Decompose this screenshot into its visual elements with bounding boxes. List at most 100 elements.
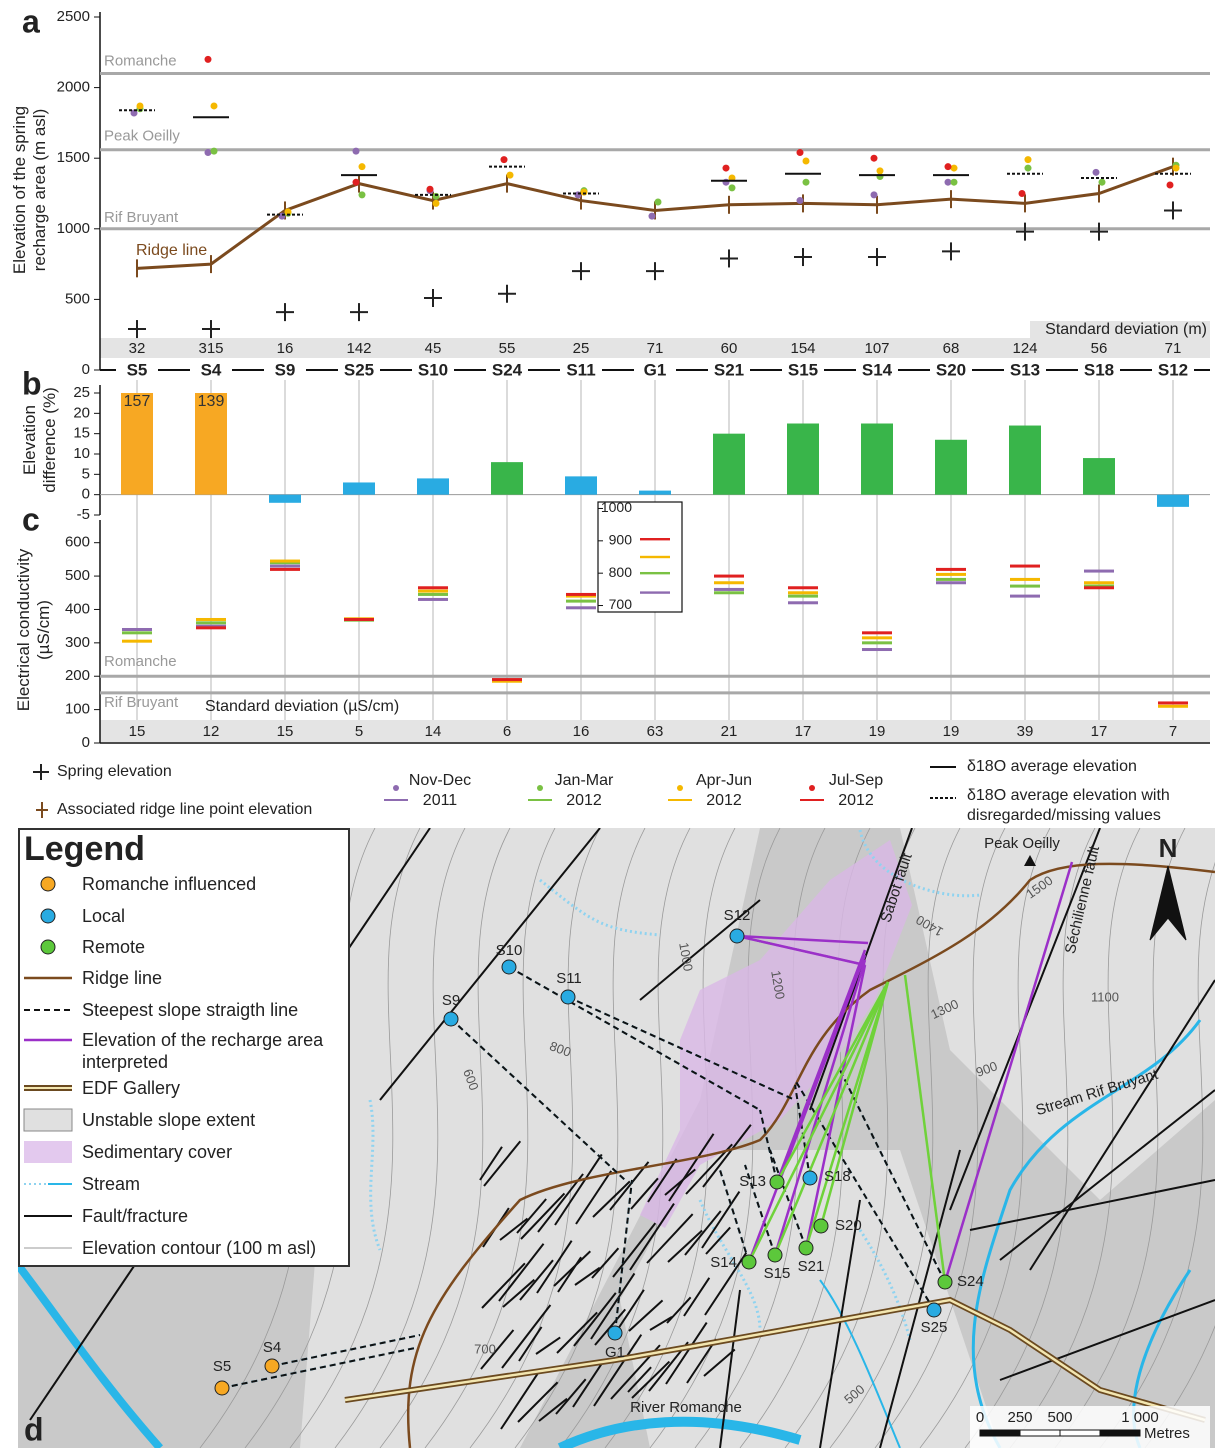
ec-dash: [1158, 701, 1188, 704]
spring: [265, 1359, 279, 1373]
bar: [1009, 426, 1041, 495]
spring: [502, 960, 516, 974]
ec-dash: [566, 593, 596, 596]
bar-label: 139: [198, 393, 225, 410]
bar: [565, 476, 597, 494]
spring-elevation: [498, 285, 516, 303]
ec-dash: [418, 590, 448, 593]
std-value: 17: [795, 723, 812, 740]
map-label: River Romanche: [630, 1399, 742, 1416]
spring-label: S13: [739, 1173, 766, 1190]
season-dot: [871, 191, 878, 198]
y-tick-label: 2500: [57, 8, 90, 25]
y-tick-label: 0: [82, 486, 90, 503]
std-value: 71: [1165, 340, 1182, 357]
map-label: Peak Oeilly: [984, 835, 1060, 852]
scale-seg: [980, 1430, 1020, 1436]
map-legend-title: Legend: [24, 830, 145, 868]
y-tick-label: 500: [65, 567, 90, 584]
inset-tick-label: 1000: [601, 499, 632, 515]
y-tick-label: 0: [82, 361, 90, 378]
x-tick-label: S13: [1010, 360, 1040, 379]
bar: [861, 424, 893, 495]
ec-dash: [714, 581, 744, 584]
season-dot: [723, 165, 730, 172]
spring-label: S14: [710, 1254, 737, 1271]
season-dot: [649, 213, 656, 220]
season-dot: [359, 163, 366, 170]
map-legend-label: EDF Gallery: [82, 1077, 350, 1099]
legend-dot: [537, 785, 543, 791]
spring-elevation: [942, 242, 960, 260]
spring-label: S5: [213, 1358, 231, 1375]
spring-label: S15: [764, 1265, 791, 1282]
legend-symbol: [41, 877, 55, 891]
spring-elevation: [276, 303, 294, 321]
x-tick-label: S14: [862, 360, 893, 379]
ec-dash: [936, 581, 966, 584]
ec-dash: [270, 568, 300, 571]
contour-label: 1100: [1091, 989, 1119, 1004]
ec-dash: [122, 640, 152, 643]
scale-seg: [1100, 1430, 1140, 1436]
season-dot: [427, 186, 434, 193]
scale-seg: [1020, 1430, 1060, 1436]
season-dot: [211, 148, 218, 155]
legend-label: Apr-Jun 2012: [684, 771, 764, 811]
season-dot: [803, 179, 810, 186]
spring: [927, 1303, 941, 1317]
ec-dash: [936, 568, 966, 571]
map-legend-label: Unstable slope extent: [82, 1109, 350, 1131]
season-dot: [1099, 179, 1106, 186]
spring-label: S11: [556, 970, 582, 987]
std-label: Standard deviation (µS/cm): [205, 698, 399, 715]
spring: [938, 1275, 952, 1289]
season-dot: [1093, 169, 1100, 176]
legend-label: δ18O average elevation: [967, 758, 1137, 775]
bar: [343, 482, 375, 494]
season-dot: [433, 193, 440, 200]
north-label: N: [1159, 833, 1178, 863]
ec-dash: [862, 636, 892, 639]
y-tick-label: 10: [73, 445, 90, 462]
ec-dash: [862, 648, 892, 651]
y-tick-label: 1000: [57, 220, 90, 237]
std-value: 21: [721, 723, 738, 740]
season-dot: [353, 148, 360, 155]
ec-dash: [714, 588, 744, 591]
spring: [803, 1171, 817, 1185]
bar: [417, 478, 449, 494]
y-tick-label: 300: [65, 634, 90, 651]
ec-dash: [788, 591, 818, 594]
legend-label: Associated ridge line point elevation: [57, 801, 312, 818]
y-tick-label: -5: [77, 506, 90, 523]
season-dot: [433, 200, 440, 207]
spring-elevation: [1090, 223, 1108, 241]
season-dot: [507, 172, 514, 179]
ec-dash: [418, 598, 448, 601]
spring-elevation: [720, 249, 738, 267]
season-dot: [581, 189, 588, 196]
std-value: 56: [1091, 340, 1108, 357]
std-value: 5: [355, 723, 363, 740]
ec-dash: [1084, 570, 1114, 573]
map-legend-label: Romanche influenced: [82, 873, 350, 895]
map-legend-label: Ridge line: [82, 967, 350, 989]
ec-dash: [270, 565, 300, 568]
inset-tick-label: 800: [609, 564, 633, 580]
std-value: 60: [721, 340, 738, 357]
std-value: 14: [425, 723, 442, 740]
map-legend-label: Stream: [82, 1173, 350, 1195]
ec-dash: [640, 556, 670, 558]
x-tick-label: S4: [201, 360, 222, 379]
x-tick-label: G1: [644, 360, 667, 379]
y-tick-label: 500: [65, 290, 90, 307]
std-value: 142: [346, 340, 371, 357]
scale-seg: [1060, 1430, 1100, 1436]
season-dot: [359, 191, 366, 198]
spring: [730, 929, 744, 943]
ec-dash: [196, 618, 226, 621]
ec-dash: [344, 618, 374, 621]
season-dot: [279, 213, 286, 220]
std-value: 19: [943, 723, 960, 740]
